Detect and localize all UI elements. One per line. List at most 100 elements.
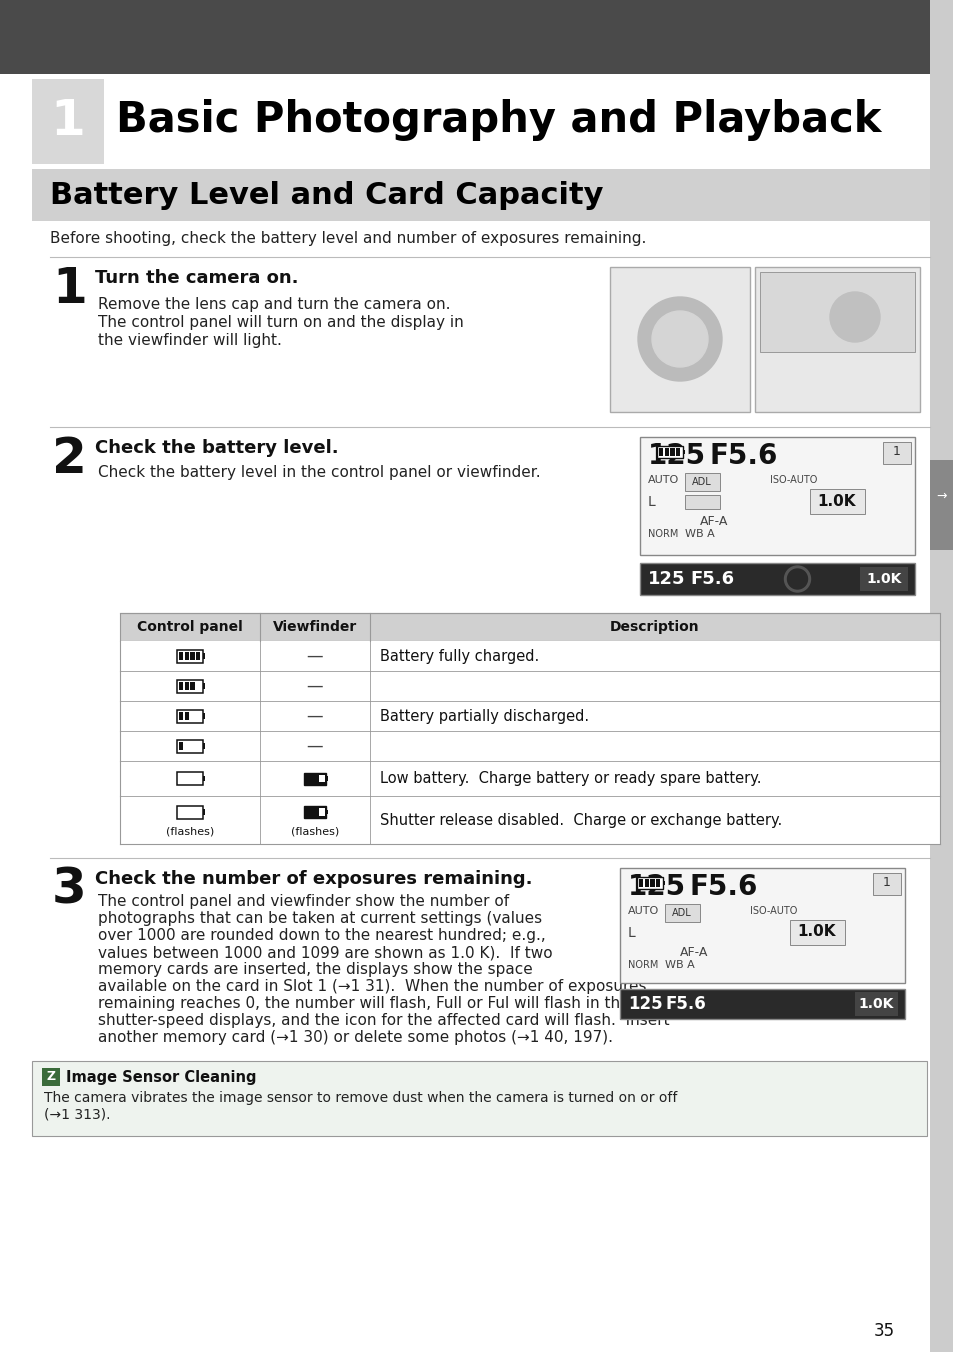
Text: AF-A: AF-A <box>679 946 708 959</box>
Text: AUTO: AUTO <box>627 906 659 917</box>
Text: Check the battery level in the control panel or viewfinder.: Check the battery level in the control p… <box>98 465 540 480</box>
Text: Check the number of exposures remaining.: Check the number of exposures remaining. <box>95 869 532 888</box>
Bar <box>657 446 682 458</box>
Bar <box>185 713 189 719</box>
Text: 1: 1 <box>51 97 86 145</box>
Text: Basic Photography and Playback: Basic Photography and Playback <box>116 99 881 141</box>
Bar <box>659 449 662 456</box>
Bar <box>639 562 914 595</box>
Bar <box>120 700 939 731</box>
Text: F5.6: F5.6 <box>709 442 778 470</box>
Bar <box>670 449 674 456</box>
Bar <box>882 442 910 464</box>
Bar <box>809 489 864 514</box>
Bar <box>120 671 939 700</box>
Bar <box>179 652 183 660</box>
Text: The camera vibrates the image sensor to remove dust when the camera is turned on: The camera vibrates the image sensor to … <box>44 1091 677 1105</box>
Text: F5.6: F5.6 <box>689 571 734 588</box>
Text: Battery Level and Card Capacity: Battery Level and Card Capacity <box>50 181 603 210</box>
Bar <box>929 0 953 1352</box>
Text: L: L <box>627 926 635 940</box>
Bar <box>203 683 205 688</box>
Bar <box>872 873 900 895</box>
Text: Turn the camera on.: Turn the camera on. <box>95 269 298 287</box>
Bar <box>177 772 203 786</box>
Bar <box>684 495 720 508</box>
Bar <box>120 731 939 761</box>
Bar <box>326 810 328 814</box>
Bar <box>177 710 203 722</box>
Text: The control panel and viewfinder show the number of: The control panel and viewfinder show th… <box>98 894 509 909</box>
Bar <box>609 266 749 412</box>
Text: ADL: ADL <box>672 909 691 918</box>
Text: 125: 125 <box>647 442 705 470</box>
Bar <box>179 683 183 690</box>
Bar <box>662 880 664 886</box>
Bar <box>619 868 904 983</box>
Text: Battery partially discharged.: Battery partially discharged. <box>379 708 589 723</box>
Text: 1.0K: 1.0K <box>797 925 836 940</box>
Bar <box>177 680 203 692</box>
Text: Description: Description <box>610 621 700 634</box>
Bar <box>650 879 654 887</box>
Bar <box>639 879 642 887</box>
Text: Low battery.  Charge battery or ready spare battery.: Low battery. Charge battery or ready spa… <box>379 771 760 786</box>
Text: Z: Z <box>47 1069 55 1083</box>
Text: Check the battery level.: Check the battery level. <box>95 439 338 457</box>
Bar <box>120 641 939 671</box>
Text: (flashes): (flashes) <box>166 826 213 836</box>
Text: 2: 2 <box>52 435 87 483</box>
Bar <box>177 740 203 753</box>
Text: —: — <box>306 648 323 665</box>
Circle shape <box>638 297 721 381</box>
Bar <box>177 806 203 818</box>
Text: —: — <box>306 677 323 695</box>
Bar <box>179 713 183 719</box>
Text: ISO-AUTO: ISO-AUTO <box>749 906 797 917</box>
Text: 3: 3 <box>52 867 87 914</box>
Bar <box>179 742 183 750</box>
Bar <box>191 683 194 690</box>
Bar <box>789 919 844 945</box>
Text: memory cards are inserted, the displays show the space: memory cards are inserted, the displays … <box>98 963 532 977</box>
Text: Battery fully charged.: Battery fully charged. <box>379 649 538 664</box>
Text: —: — <box>306 707 323 725</box>
Text: NORM: NORM <box>647 529 678 539</box>
Text: 1.0K: 1.0K <box>817 493 856 508</box>
Circle shape <box>783 566 810 592</box>
Text: →: → <box>936 489 946 503</box>
Bar <box>203 744 205 749</box>
Bar <box>120 796 939 844</box>
Bar <box>195 652 200 660</box>
Text: ISO-AUTO: ISO-AUTO <box>769 475 817 485</box>
Bar <box>32 169 929 220</box>
Text: F5.6: F5.6 <box>665 995 706 1013</box>
Text: AF-A: AF-A <box>700 515 727 529</box>
Text: F5.6: F5.6 <box>689 873 758 900</box>
Text: 1.0K: 1.0K <box>865 572 901 585</box>
Bar <box>203 810 205 815</box>
Text: values between 1000 and 1099 are shown as 1.0 K).  If two: values between 1000 and 1099 are shown a… <box>98 945 552 960</box>
Bar <box>185 683 189 690</box>
Text: AUTO: AUTO <box>647 475 679 485</box>
Bar <box>0 0 953 74</box>
Text: 125: 125 <box>647 571 685 588</box>
Text: Viewfinder: Viewfinder <box>273 621 356 634</box>
Bar <box>754 266 919 412</box>
Bar <box>191 652 194 660</box>
Bar <box>326 776 328 781</box>
Bar <box>929 460 953 550</box>
Bar <box>318 808 325 815</box>
Bar <box>676 449 679 456</box>
Bar <box>644 879 648 887</box>
Bar <box>684 473 720 491</box>
Circle shape <box>651 311 707 366</box>
Text: photographs that can be taken at current settings (values: photographs that can be taken at current… <box>98 911 541 926</box>
Text: Image Sensor Cleaning: Image Sensor Cleaning <box>66 1069 256 1086</box>
Text: available on the card in Slot 1 (→1 31).  When the number of exposures: available on the card in Slot 1 (→1 31).… <box>98 979 646 994</box>
Bar <box>664 904 700 922</box>
Text: 125: 125 <box>627 873 685 900</box>
Text: shutter-speed displays, and the icon for the affected card will flash.  Insert: shutter-speed displays, and the icon for… <box>98 1013 669 1028</box>
Bar <box>203 714 205 719</box>
Text: L: L <box>647 495 655 508</box>
